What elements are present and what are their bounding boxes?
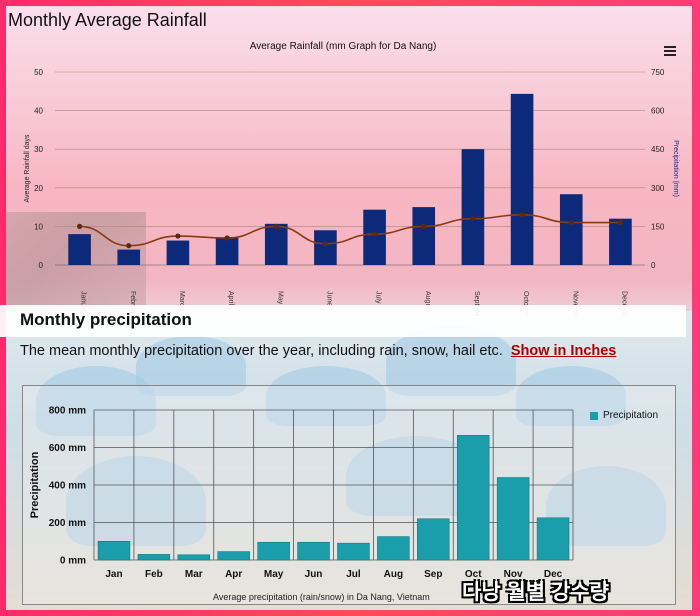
legend-label: Precipitation: [603, 410, 659, 421]
month-label: Nov: [504, 569, 523, 580]
rainfall-days-point: [76, 223, 83, 229]
precip-bar: [97, 541, 131, 561]
month-label: Jun: [305, 569, 323, 580]
precip-bar: [177, 554, 211, 561]
month-label: Oct: [465, 569, 482, 580]
top-chart: 0 10 20 30 40 50 0 150 300 450 600 750 Average Rainf…: [24, 68, 679, 316]
month-label: December: [620, 291, 627, 316]
rainfall-days-point: [322, 241, 329, 247]
left-axis-label: Average Rainfall days: [24, 134, 31, 202]
y-axis-label: Precipitation: [29, 451, 41, 518]
precip-bar: [496, 477, 530, 561]
precip-bar: [314, 230, 337, 265]
month-label: November: [571, 291, 578, 316]
left-tick-label: 30: [34, 145, 43, 154]
legend: Precipitation: [590, 410, 658, 421]
month-label: October: [522, 291, 529, 316]
month-label: Aug: [384, 569, 403, 580]
month-label: August: [424, 291, 431, 313]
right-tick-label: 750: [651, 68, 665, 77]
precip-bar: [257, 541, 290, 561]
left-tick-label: 50: [34, 68, 43, 77]
left-tick-label: 20: [34, 184, 43, 193]
right-tick-label: 450: [651, 145, 665, 154]
hamburger-menu-icon[interactable]: [664, 46, 676, 58]
rainfall-days-point: [421, 223, 427, 229]
rainfall-days-point: [568, 219, 574, 226]
precip-bar: [536, 517, 570, 561]
section-description: The mean monthly precipitation over the …: [20, 343, 616, 359]
precip-bar: [412, 207, 436, 265]
show-in-inches-link[interactable]: Show in Inches: [510, 343, 617, 359]
right-tick-label: 300: [651, 184, 665, 193]
month-label: Feb: [145, 569, 163, 580]
month-label: July: [375, 291, 382, 304]
month-label: Apr: [225, 569, 242, 580]
rainfall-days-point: [470, 216, 476, 222]
month-label: September: [473, 291, 480, 316]
section-band: [0, 305, 686, 337]
rainfall-days-point: [126, 243, 132, 249]
month-label: Jan: [105, 569, 122, 580]
right-tick-label: 0: [651, 261, 656, 270]
section-title: Monthly precipitation: [20, 310, 192, 329]
month-label: May: [276, 291, 283, 305]
page-title: Monthly Average Rainfall: [8, 10, 207, 30]
precip-bar: [377, 536, 410, 561]
precip-bar: [264, 223, 288, 265]
legend-swatch: [590, 411, 598, 420]
month-label: Dec: [544, 569, 563, 580]
precip-bar: [215, 237, 239, 265]
top-chart-title: Average Rainfall (mm Graph for Da Nang): [249, 41, 437, 52]
precip-bar: [559, 194, 583, 265]
korean-caption: 다낭 월별 강수량: [462, 581, 609, 604]
y-tick-label: 400 mm: [49, 481, 86, 492]
left-tick-label: 40: [34, 107, 43, 116]
rainfall-days-point: [519, 212, 525, 218]
month-label: Mar: [185, 569, 203, 580]
precip-bar: [68, 234, 91, 265]
right-tick-label: 600: [651, 107, 665, 116]
month-label: Sep: [424, 569, 442, 580]
precip-bar: [461, 149, 485, 265]
rainfall-days-point: [224, 235, 230, 241]
right-axis-label: Precipitation (mm): [672, 140, 679, 197]
y-tick-label: 200 mm: [49, 518, 86, 529]
rainfall-days-point: [175, 233, 181, 239]
left-tick-label: 10: [34, 222, 43, 231]
precip-bar: [363, 209, 386, 265]
month-label: February: [129, 291, 136, 316]
precip-bar: [297, 541, 330, 561]
y-tick-label: 600 mm: [49, 443, 86, 454]
precip-bar: [417, 518, 450, 561]
precip-bar: [166, 240, 190, 265]
right-tick-label: 150: [651, 222, 665, 231]
precip-bar: [217, 551, 250, 561]
chart-caption: Average precipitation (rain/snow) in Da …: [213, 592, 430, 602]
precip-bar: [137, 554, 171, 561]
month-label: June: [325, 291, 332, 306]
rainfall-days-point: [273, 223, 279, 229]
description-text: The mean monthly precipitation over the …: [20, 343, 503, 359]
month-label: Jul: [346, 569, 361, 580]
precip-bar: [510, 93, 534, 265]
month-label: May: [264, 569, 284, 580]
month-label: March: [178, 291, 185, 311]
month-label: January: [80, 291, 87, 316]
month-label: April: [227, 291, 234, 305]
precip-bar: [337, 542, 370, 561]
y-tick-label: 0 mm: [60, 556, 86, 567]
precip-bar: [456, 435, 490, 561]
precip-bar: [609, 218, 632, 265]
rainfall-days-point: [617, 219, 624, 226]
beach-background: [6, 306, 692, 610]
y-tick-label: 800 mm: [49, 406, 86, 417]
rainfall-days-line: [79, 214, 621, 247]
rainfall-days-point: [371, 231, 378, 237]
bottom-chart-frame: [22, 385, 676, 605]
left-tick-label: 0: [39, 261, 44, 270]
precip-bar: [117, 249, 141, 265]
background-photo: [6, 6, 692, 610]
